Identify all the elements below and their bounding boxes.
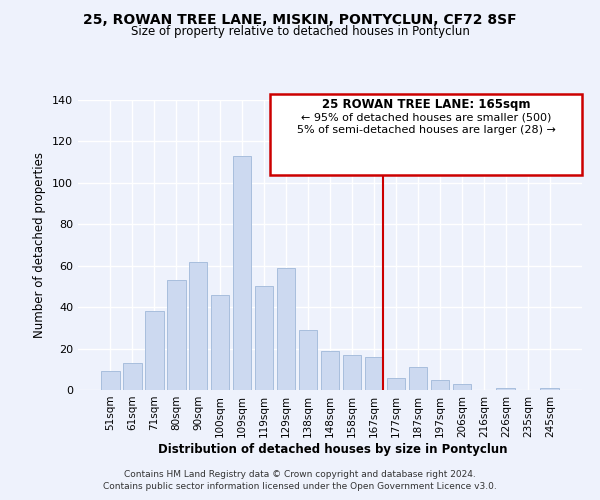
Bar	[409, 367, 427, 390]
Bar	[541, 388, 559, 390]
Bar	[189, 262, 208, 390]
Bar	[299, 330, 317, 390]
Bar	[365, 357, 383, 390]
Bar	[211, 294, 229, 390]
Bar	[101, 372, 119, 390]
Bar	[145, 312, 164, 390]
Bar	[452, 384, 471, 390]
Text: ← 95% of detached houses are smaller (500): ← 95% of detached houses are smaller (50…	[301, 113, 551, 123]
Text: 5% of semi-detached houses are larger (28) →: 5% of semi-detached houses are larger (2…	[296, 125, 556, 135]
Bar	[431, 380, 449, 390]
Bar	[277, 268, 295, 390]
Bar	[167, 280, 185, 390]
Bar	[255, 286, 274, 390]
Text: Contains public sector information licensed under the Open Government Licence v3: Contains public sector information licen…	[103, 482, 497, 491]
Text: 25, ROWAN TREE LANE, MISKIN, PONTYCLUN, CF72 8SF: 25, ROWAN TREE LANE, MISKIN, PONTYCLUN, …	[83, 12, 517, 26]
Bar	[320, 350, 340, 390]
Text: Contains HM Land Registry data © Crown copyright and database right 2024.: Contains HM Land Registry data © Crown c…	[124, 470, 476, 479]
Bar	[386, 378, 405, 390]
Bar	[496, 388, 515, 390]
Y-axis label: Number of detached properties: Number of detached properties	[34, 152, 46, 338]
Text: Distribution of detached houses by size in Pontyclun: Distribution of detached houses by size …	[158, 442, 508, 456]
Bar	[123, 363, 142, 390]
Text: 25 ROWAN TREE LANE: 165sqm: 25 ROWAN TREE LANE: 165sqm	[322, 98, 530, 111]
Text: Size of property relative to detached houses in Pontyclun: Size of property relative to detached ho…	[131, 25, 469, 38]
Bar	[233, 156, 251, 390]
Bar	[343, 355, 361, 390]
